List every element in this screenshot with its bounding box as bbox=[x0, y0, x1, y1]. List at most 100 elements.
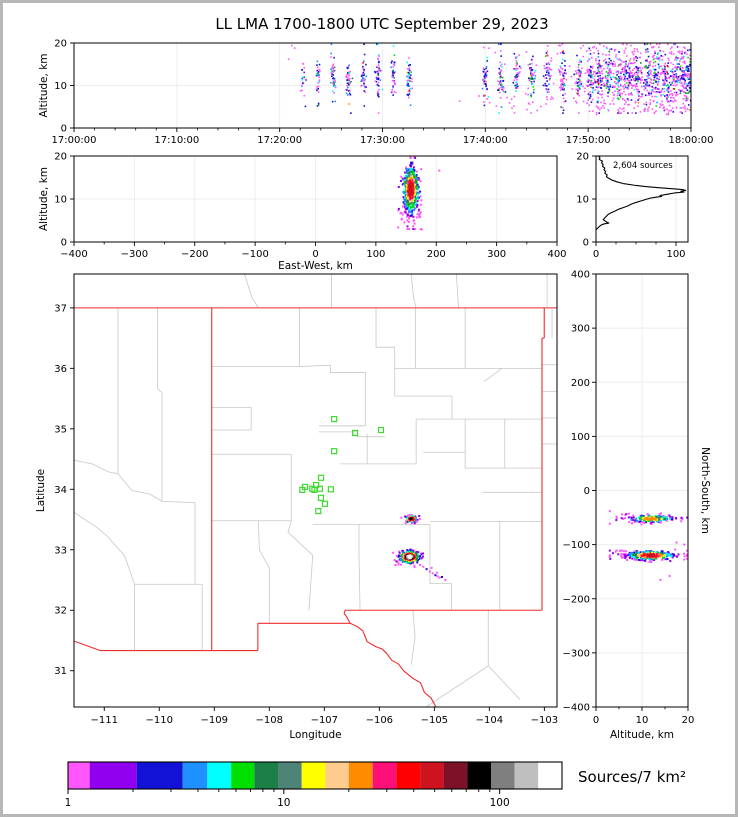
longitude-tick-label: −106 bbox=[366, 715, 393, 726]
ns-alt-tick-label: 10 bbox=[636, 715, 649, 726]
altitude-histogram-panel: 0 100 0 10 20 2,604 sources bbox=[576, 152, 689, 260]
ns-tick-label: −200 bbox=[563, 594, 590, 605]
lightning-points-eastwest bbox=[397, 156, 441, 231]
map-xlabel: Longitude bbox=[289, 729, 341, 741]
ew-tick-label: −400 bbox=[60, 249, 87, 260]
colorbar-segment bbox=[420, 762, 444, 789]
station-marker bbox=[299, 486, 306, 493]
ns-tick-label: 400 bbox=[571, 270, 590, 281]
latitude-tick-label: 37 bbox=[54, 303, 67, 314]
latitude-tick-label: 32 bbox=[54, 606, 67, 617]
station-marker bbox=[352, 429, 359, 437]
colorbar-segment bbox=[372, 762, 397, 789]
lma-station-markers bbox=[299, 416, 385, 515]
longitude-tick-label: −108 bbox=[256, 715, 283, 726]
colorbar-segment bbox=[136, 762, 183, 789]
time-panel-ylabel: Altitude, km bbox=[38, 53, 50, 117]
altitude-tick-label: 20 bbox=[54, 39, 67, 50]
ew-tick-label: 0 bbox=[312, 249, 318, 260]
colorbar-segment bbox=[182, 762, 208, 789]
station-marker bbox=[315, 508, 322, 515]
longitude-tick-label: −107 bbox=[311, 715, 338, 726]
altitude-tick-label: 0 bbox=[583, 238, 589, 249]
station-marker bbox=[377, 426, 385, 434]
colorbar-segment bbox=[467, 762, 492, 789]
time-tick-label: 17:20:00 bbox=[257, 135, 302, 146]
ew-tick-label: 400 bbox=[547, 249, 566, 260]
ew-tick-label: 200 bbox=[427, 249, 446, 260]
ew-tick-label: −300 bbox=[121, 249, 148, 260]
station-marker bbox=[311, 486, 318, 493]
ns-tick-label: 100 bbox=[571, 432, 590, 443]
latitude-tick-label: 36 bbox=[54, 364, 67, 375]
station-marker bbox=[317, 494, 325, 501]
time-tick-label: 17:30:00 bbox=[360, 135, 405, 146]
hist-tick-label: 100 bbox=[666, 249, 685, 260]
lightning-points-map bbox=[392, 513, 447, 581]
colorbar-tick-label: 100 bbox=[490, 797, 510, 809]
colorbar-segment bbox=[325, 762, 349, 789]
figure-title: LL LMA 1700-1800 UTC September 29, 2023 bbox=[215, 15, 548, 33]
ew-tick-label: 300 bbox=[487, 249, 506, 260]
colorbar-segment bbox=[89, 762, 137, 789]
altitude-histogram-line bbox=[596, 156, 687, 231]
hist-tick-label: 0 bbox=[593, 249, 599, 260]
altitude-tick-label: 10 bbox=[54, 81, 67, 92]
ns-tick-label: 0 bbox=[584, 486, 590, 497]
colorbar-segment bbox=[207, 762, 232, 789]
longitude-tick-label: −109 bbox=[201, 715, 228, 726]
time-tick-label: 17:50:00 bbox=[566, 135, 611, 146]
ew-panel-ylabel: Altitude, km bbox=[38, 167, 50, 231]
source-count-annotation: 2,604 sources bbox=[613, 161, 673, 171]
altitude-tick-label: 0 bbox=[61, 238, 67, 249]
ew-tick-label: −200 bbox=[181, 249, 208, 260]
latitude-tick-label: 31 bbox=[54, 666, 67, 677]
colorbar-segment bbox=[278, 762, 302, 789]
time-tick-label: 17:00:00 bbox=[52, 135, 97, 146]
altitude-tick-label: 10 bbox=[576, 195, 589, 206]
latitude-tick-label: 33 bbox=[54, 545, 67, 556]
ns-tick-label: 300 bbox=[571, 324, 590, 335]
ns-ylabel: North-South, km bbox=[699, 447, 711, 534]
colorbar-tick-label: 1 bbox=[65, 797, 72, 809]
altitude-tick-label: 10 bbox=[54, 195, 67, 206]
station-marker bbox=[331, 416, 338, 423]
latitude-tick-label: 35 bbox=[54, 424, 67, 435]
longitude-tick-label: −111 bbox=[91, 715, 118, 726]
colorbar-segment bbox=[348, 762, 373, 789]
station-marker bbox=[317, 474, 325, 481]
county-lines bbox=[74, 274, 557, 707]
density-colorbar: 1 10 100 Sources/7 km² bbox=[65, 761, 686, 809]
colorbar-segment bbox=[514, 762, 539, 789]
ns-tick-label: −400 bbox=[563, 703, 590, 714]
ns-tick-label: 200 bbox=[571, 378, 590, 389]
ns-alt-tick-label: 0 bbox=[593, 715, 599, 726]
ns-xlabel: Altitude, km bbox=[610, 729, 674, 741]
station-marker bbox=[327, 486, 334, 493]
altitude-tick-label: 0 bbox=[61, 124, 67, 135]
longitude-tick-label: −104 bbox=[476, 715, 503, 726]
colorbar-segment bbox=[254, 762, 279, 789]
ew-tick-label: −100 bbox=[241, 249, 268, 260]
station-marker bbox=[321, 500, 328, 507]
ew-tick-label: 100 bbox=[366, 249, 385, 260]
colorbar-segment bbox=[231, 762, 255, 789]
ns-alt-tick-label: 20 bbox=[682, 715, 695, 726]
colorbar-segment bbox=[301, 762, 326, 789]
colorbar-segment bbox=[491, 762, 515, 789]
longitude-tick-label: −105 bbox=[421, 715, 448, 726]
map-contents bbox=[74, 274, 557, 707]
lightning-points-time bbox=[287, 43, 691, 116]
altitude-tick-label: 20 bbox=[576, 152, 589, 163]
colorbar-tick-label: 10 bbox=[277, 797, 290, 809]
lightning-points-northsouth bbox=[608, 510, 688, 581]
longitude-tick-label: −103 bbox=[531, 715, 558, 726]
station-marker bbox=[331, 448, 338, 455]
altitude-tick-label: 20 bbox=[54, 152, 67, 163]
time-tick-label: 18:00:00 bbox=[669, 135, 714, 146]
northsouth-altitude-panel: 0 10 20 400 300 200 100 0 −100 −200 −300 −400 Altitu… bbox=[563, 270, 711, 742]
time-altitude-panel: 17:00:00 17:10:00 17:20:00 17:30:00 17:40:00… bbox=[38, 39, 713, 147]
colorbar-segment bbox=[443, 762, 468, 789]
